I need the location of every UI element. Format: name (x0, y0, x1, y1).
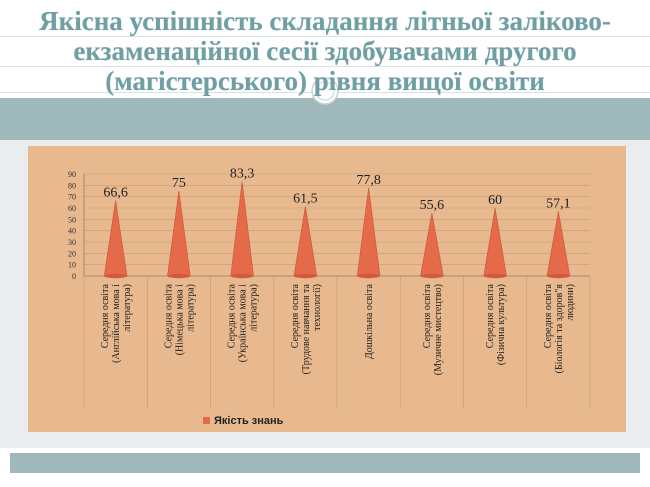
category-label-line: Середня освіта (290, 283, 301, 348)
y-tick-label: 10 (68, 261, 76, 270)
category-label-line: (Українська мова і (238, 284, 249, 362)
category-label-line: література) (185, 284, 196, 332)
bar-base (230, 273, 254, 279)
bar-base (357, 273, 381, 279)
category-label-line: Середня освіта (485, 283, 496, 348)
circle-ornament-icon (311, 77, 339, 105)
category-label: Середня освіта (Музичне мистецтво) (422, 283, 444, 375)
legend-label: Якість знань (214, 415, 284, 427)
title-rule (0, 66, 650, 67)
bar-base (483, 273, 507, 279)
category-label-line: (Біологія та здоров"я (554, 284, 565, 374)
category-label-line: людини) (565, 284, 576, 320)
data-label: 66,6 (103, 186, 128, 201)
y-tick-label: 60 (68, 204, 76, 213)
category-label: Середня освіта (Трудове навчання та технол… (290, 283, 323, 374)
category-label-line: література) (122, 284, 133, 332)
grid-layer (84, 173, 590, 265)
y-tick-label: 80 (68, 181, 76, 190)
category-label-line: технології) (312, 284, 323, 331)
data-label: 55,6 (420, 198, 445, 213)
y-tick-label: 90 (68, 170, 76, 179)
data-label: 57,1 (546, 196, 571, 211)
category-label-line: література) (249, 284, 260, 332)
y-tick-label: 30 (68, 238, 76, 247)
category-label-line: Середня освіта (422, 283, 433, 348)
page-title: Якісна успішність складання літньої залі… (39, 6, 611, 96)
y-tick-label: 70 (68, 193, 76, 202)
data-label: 75 (172, 176, 186, 191)
category-label-line: (Англійська мова і (111, 284, 122, 363)
y-tick-label: 40 (68, 227, 76, 236)
category-label-line: Середня освіта (227, 283, 238, 348)
category-label: Середня освіта (Німецька мова і література… (163, 283, 196, 355)
category-label-line: Середня освіта (163, 283, 174, 348)
data-label: 83,3 (230, 167, 255, 182)
category-layer: Середня освіта (Англійська мова і літерату… (100, 283, 576, 375)
bar-base (167, 273, 191, 279)
title-rule (0, 36, 650, 37)
category-label: Середня освіта (Фізична культура) (485, 283, 507, 365)
legend: Якість знань (203, 415, 284, 427)
category-label-line: (Музичне мистецтво) (433, 284, 444, 375)
bar-base (546, 273, 570, 279)
bar-base (420, 273, 444, 279)
category-label-line: (Німецька мова і (174, 284, 185, 356)
category-label-line: Дошкільна освіта (364, 283, 375, 359)
header-band (0, 98, 650, 140)
legend-swatch (203, 417, 210, 424)
category-label-line: Середня освіта (100, 283, 111, 348)
category-label: Середня освіта (Українська мова і літерату… (227, 283, 260, 362)
chart-background (28, 146, 626, 432)
bar-base (293, 273, 317, 279)
label-layer: 66,6 75 83,3 61,5 77,8 55,6 60 57,1 (103, 167, 570, 213)
chart-svg: 0 10 20 30 40 50 60 70 80 90 66,6 75 83,3 61,5 77,8 55… (28, 146, 626, 432)
footer-band (10, 453, 640, 473)
bar-base (104, 273, 128, 279)
category-label-line: Середня освіта (543, 283, 554, 348)
bar-layer (103, 181, 571, 279)
category-label-line: (Фізична культура) (496, 284, 507, 365)
category-label: Середня освіта (Біологія та здоров"я людин… (543, 283, 576, 373)
category-label: Середня освіта (Англійська мова і літерату… (100, 283, 133, 362)
data-label: 77,8 (356, 173, 381, 188)
data-label: 61,5 (293, 191, 318, 206)
y-tick-label: 0 (72, 272, 76, 281)
category-label: Дошкільна освіта (364, 283, 375, 359)
data-label: 60 (488, 193, 502, 208)
chart: 0 10 20 30 40 50 60 70 80 90 66,6 75 83,3 61,5 77,8 55… (28, 146, 626, 432)
category-label-line: (Трудове навчання та (301, 283, 312, 374)
y-tick-label: 50 (68, 215, 76, 224)
y-tick-label: 20 (68, 249, 76, 258)
